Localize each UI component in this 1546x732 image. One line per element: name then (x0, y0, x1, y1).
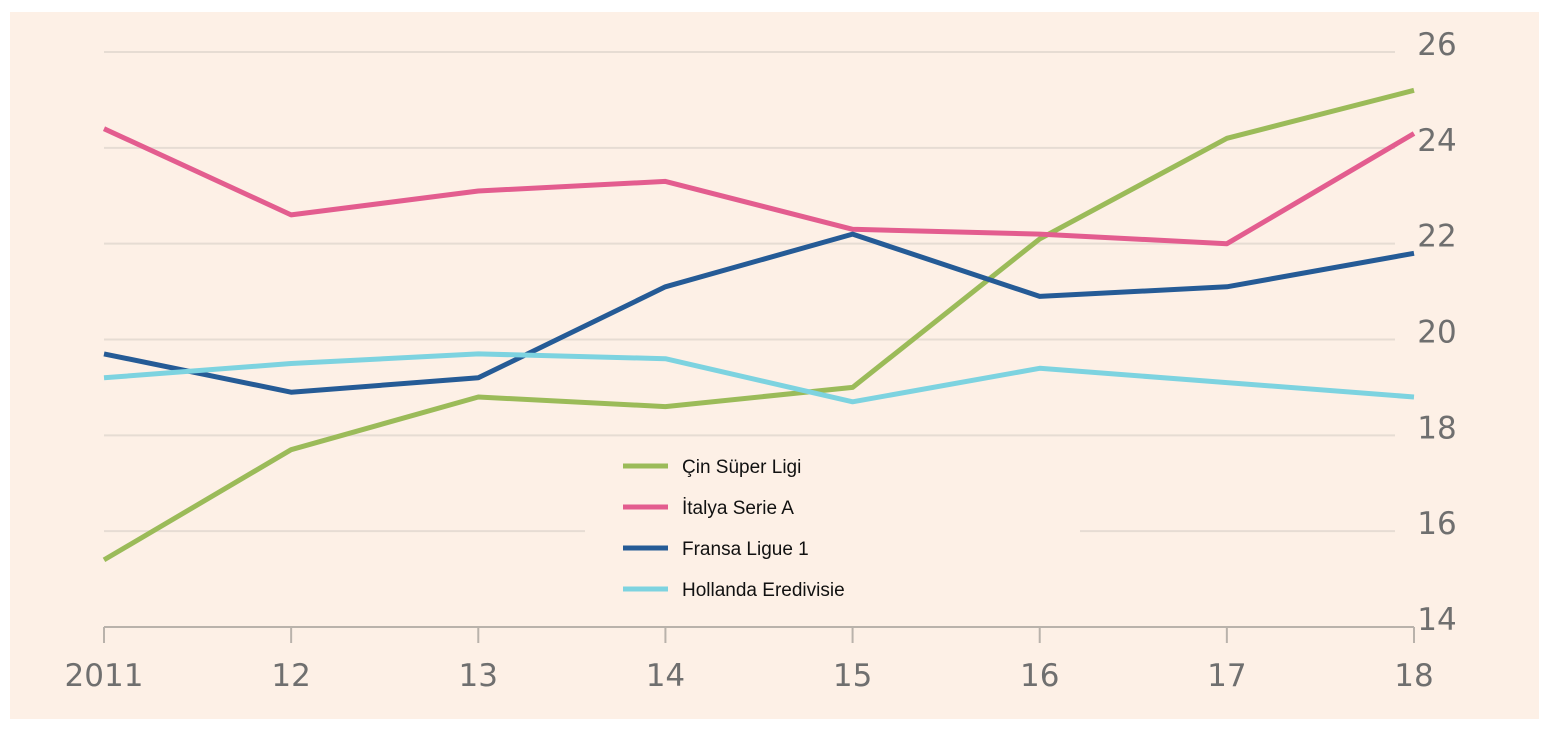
x-tick-label: 16 (1020, 658, 1059, 694)
x-tick-label: 2011 (65, 658, 144, 694)
y-tick-label: 22 (1417, 219, 1456, 255)
y-tick-label: 16 (1417, 506, 1456, 542)
legend-item: İtalya Serie A (623, 498, 794, 519)
x-tick-label: 13 (459, 658, 498, 694)
x-tick-label: 15 (833, 658, 872, 694)
legend-label: Fransa Ligue 1 (682, 539, 809, 560)
legend-item: Hollanda Eredivisie (623, 580, 845, 601)
legend-label: Çin Süper Ligi (682, 457, 801, 478)
x-axis-tick-labels: 2011 12 13 14 15 16 17 18 (65, 658, 1434, 694)
gridlines (104, 51, 1395, 533)
legend-item: Fransa Ligue 1 (623, 539, 809, 560)
legend-label: İtalya Serie A (682, 498, 794, 519)
y-tick-label: 24 (1417, 123, 1456, 159)
y-tick-label: 14 (1417, 602, 1456, 638)
y-axis-tick-labels: 14 16 18 20 22 24 26 (1417, 27, 1456, 638)
x-axis (103, 626, 1415, 643)
y-tick-label: 18 (1417, 410, 1456, 446)
legend-item: Çin Süper Ligi (623, 457, 801, 478)
series-line-3 (103, 231, 1415, 395)
x-tick-label: 17 (1207, 658, 1246, 694)
series-lines (102, 87, 1416, 563)
series-line-4 (103, 351, 1415, 405)
legend: Çin Süper Ligi İtalya Serie A Fransa Ligue… (623, 457, 845, 601)
x-tick-label: 14 (646, 658, 685, 694)
x-tick-label: 18 (1394, 658, 1433, 694)
x-tick-label: 12 (271, 658, 310, 694)
legend-label: Hollanda Eredivisie (682, 580, 845, 601)
y-tick-label: 20 (1417, 315, 1456, 351)
series-line-1 (102, 87, 1415, 563)
legend-background (585, 446, 1080, 610)
y-tick-label: 26 (1417, 27, 1456, 63)
series-line-2 (102, 126, 1416, 247)
